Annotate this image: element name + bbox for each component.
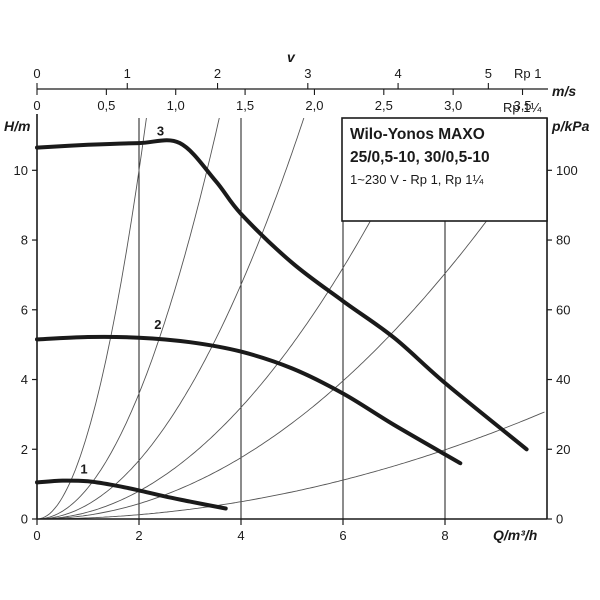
system-curve-2 <box>37 118 220 519</box>
velocity-bottom-tick-label-5: 2,5 <box>375 98 393 113</box>
y-tick-label-2: 2 <box>21 442 28 457</box>
velocity-top-tick-label-3: 3 <box>304 66 311 81</box>
velocity-bottom-tick-label-2: 1,0 <box>167 98 185 113</box>
legend-subtitle: 1~230 V - Rp 1, Rp 1¼ <box>350 172 483 187</box>
velocity-bottom-tick-label-3: 1,5 <box>236 98 254 113</box>
y-tick-label-4: 4 <box>21 372 28 387</box>
legend-box: Wilo-Yonos MAXO 25/0,5-10, 30/0,5-10 1~2… <box>341 117 548 222</box>
curve-label-1: 1 <box>80 462 87 477</box>
velocity-bottom-tick-label-4: 2,0 <box>305 98 323 113</box>
y2-tick-label-20: 20 <box>556 442 570 457</box>
system-curves <box>37 118 545 519</box>
velocity-bottom-tick-label-6: 3,0 <box>444 98 462 113</box>
x-tick-label-6: 6 <box>339 528 346 543</box>
x-tick-label-2: 2 <box>135 528 142 543</box>
system-curve-group <box>37 118 545 519</box>
legend-title-line2: 25/0,5-10, 30/0,5-10 <box>350 149 490 166</box>
velocity-top-tick-label-2: 2 <box>214 66 221 81</box>
velocity-top-tick-label-1: 1 <box>124 66 131 81</box>
curve-label-2: 2 <box>154 317 161 332</box>
velocity-axis-title: v <box>287 49 296 65</box>
system-curve-1 <box>37 118 147 519</box>
velocity-top-pipe-label: Rp 1 <box>514 66 541 81</box>
y-axis-label: H/m <box>4 118 30 134</box>
pump-curve-3 <box>35 138 529 452</box>
y2-tick-label-60: 60 <box>556 302 570 317</box>
y2-tick-label-100: 100 <box>556 163 578 178</box>
legend-title-line1: Wilo-Yonos MAXO <box>350 126 485 143</box>
y-tick-label-10: 10 <box>14 163 28 178</box>
system-curve-3 <box>37 118 305 519</box>
y-tick-label-8: 8 <box>21 233 28 248</box>
pump-curves: 1 2 3 <box>35 123 529 511</box>
y2-tick-label-40: 40 <box>556 372 570 387</box>
y2-axis-label: p/kPa <box>551 118 590 134</box>
y2-tick-label-80: 80 <box>556 233 570 248</box>
velocity-top-tick-label-5: 5 <box>485 66 492 81</box>
velocity-bottom-tick-label-1: 0,5 <box>97 98 115 113</box>
velocity-top-tick-label-4: 4 <box>394 66 401 81</box>
velocity-unit-label: m/s <box>552 83 576 99</box>
pump-curve-1 <box>35 478 228 511</box>
x-axis-label: Q/m³/h <box>493 527 537 543</box>
x-tick-label-4: 4 <box>237 528 244 543</box>
velocity-bottom-tick-label-7: 3,5 <box>513 98 531 113</box>
pump-curve-2 <box>35 334 463 466</box>
velocity-bottom-pipe-label: Rp 1¼ <box>503 100 541 115</box>
curve-label-3: 3 <box>157 123 164 138</box>
velocity-bottom-tick-label-0: 0 <box>33 98 40 113</box>
y-tick-label-0: 0 <box>21 512 28 527</box>
system-curve-6 <box>37 411 545 519</box>
x-tick-label-0: 0 <box>33 528 40 543</box>
system-curve-5 <box>37 139 545 519</box>
y-tick-label-6: 6 <box>21 302 28 317</box>
velocity-top-tick-label-0: 0 <box>33 66 40 81</box>
x-tick-label-8: 8 <box>441 528 448 543</box>
y2-tick-label-0: 0 <box>556 512 563 527</box>
